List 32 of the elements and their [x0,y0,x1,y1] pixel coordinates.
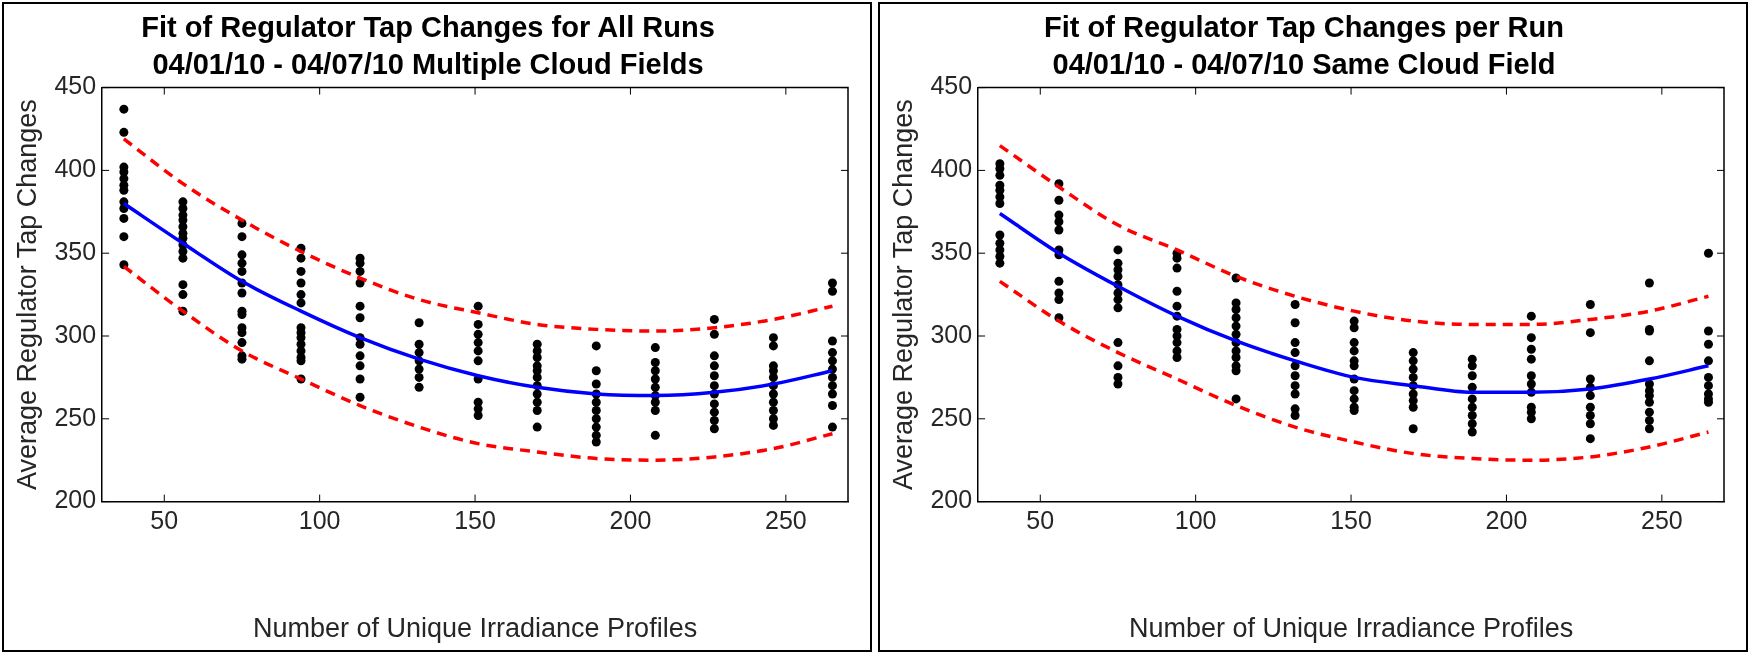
chart-title: Fit of Regulator Tap Changes for All Runs [141,11,715,44]
x-tick-label: 200 [609,506,652,535]
line-series [998,143,1711,327]
chart-subtitle: 04/01/10 - 04/07/10 Same Cloud Field [1052,48,1556,81]
chart-title: Fit of Regulator Tap Changes per Run [1044,11,1564,44]
y-tick-label: 200 [54,485,97,514]
x-tick-label: 150 [454,506,496,535]
x-tick-label: 200 [1485,506,1528,535]
y-tick-label: 350 [930,237,973,266]
x-axis-title: Number of Unique Irradiance Profiles [1128,613,1574,644]
x-tick-label: 150 [1330,506,1372,535]
x-tick-label: 50 [150,506,179,535]
y-tick-label: 350 [54,237,97,266]
y-tick-label: 250 [930,402,973,431]
x-tick-label: 100 [1174,506,1217,535]
y-tick-label: 300 [930,319,973,348]
y-tick-label: 200 [930,485,973,514]
y-tick-label: 400 [54,154,97,183]
x-tick-label: 100 [298,506,341,535]
y-tick-label: 400 [930,154,973,183]
y-axis-title: Average Regulator Tap Changes [11,99,42,490]
y-tick-label: 250 [54,402,97,431]
y-axis-title: Average Regulator Tap Changes [887,99,918,490]
x-tick-label: 50 [1026,506,1055,535]
line-series [998,279,1711,462]
x-axis-title: Number of Unique Irradiance Profiles [252,613,698,644]
x-tick-label: 250 [764,506,807,535]
y-tick-label: 450 [54,71,97,100]
chart-subtitle: 04/01/10 - 04/07/10 Multiple Cloud Fields [152,48,704,81]
y-tick-label: 300 [54,319,97,348]
x-tick-label: 250 [1640,506,1683,535]
y-tick-label: 450 [930,71,973,100]
